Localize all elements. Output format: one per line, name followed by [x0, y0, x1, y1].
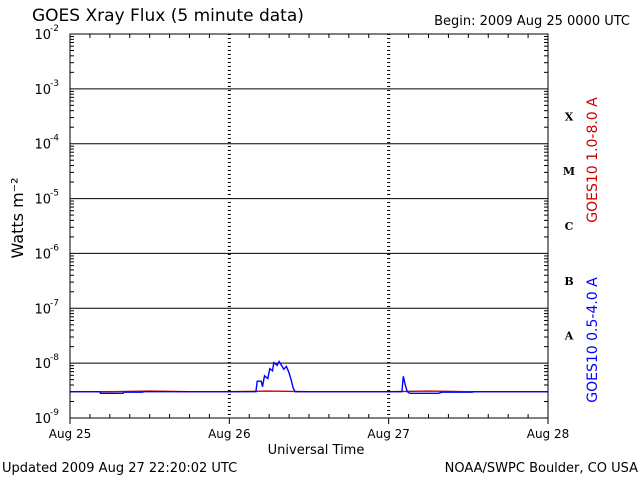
y-tick-label: 10 -4 — [34, 134, 59, 153]
x-tick-label: Aug 25 — [49, 427, 92, 441]
y-tick-base: 10 — [34, 412, 51, 427]
y-tick-base: 10 — [34, 28, 51, 43]
y-tick-label: 10 -2 — [34, 24, 59, 43]
y-tick-label: 10 -3 — [34, 79, 59, 98]
grid-layer — [70, 34, 548, 418]
x-tick-label: Aug 28 — [527, 427, 570, 441]
y-tick-label: 10 -7 — [34, 298, 59, 317]
y-tick-exponent: -2 — [50, 24, 59, 34]
y-tick-exponent: -6 — [50, 243, 59, 253]
y-tick-base: 10 — [34, 247, 51, 262]
y-tick-base: 10 — [34, 302, 51, 317]
flare-class-b: B — [564, 275, 573, 288]
x-tick-label: Aug 27 — [367, 427, 410, 441]
legend-long-channel: GOES10 1.0-8.0 A — [585, 97, 601, 223]
begin-time-label: Begin: 2009 Aug 25 0000 UTC — [434, 14, 630, 29]
y-tick-base: 10 — [34, 83, 51, 98]
y-tick-label: 10 -8 — [34, 353, 59, 372]
y-tick-base: 10 — [34, 193, 51, 208]
y-tick-exponent: -8 — [50, 353, 59, 363]
flare-class-a: A — [564, 330, 574, 343]
y-tick-base: 10 — [34, 138, 51, 153]
flare-class-c: C — [565, 220, 574, 233]
updated-timestamp: Updated 2009 Aug 27 22:20:02 UTC — [2, 461, 238, 476]
plot-frame — [69, 33, 549, 419]
y-tick-exponent: -9 — [50, 408, 59, 418]
series-layer — [70, 360, 548, 394]
y-axis-label: Watts m⁻² — [8, 177, 27, 258]
x-axis-label: Universal Time — [268, 443, 365, 458]
y-tick-label: 10 -9 — [34, 408, 59, 427]
legend-short-channel: GOES10 0.5-4.0 A — [585, 277, 601, 403]
series-line-1 — [70, 360, 548, 394]
y-tick-exponent: -3 — [50, 79, 59, 89]
y-tick-exponent: -5 — [50, 189, 59, 199]
y-tick-exponent: -4 — [50, 134, 59, 144]
y-tick-label: 10 -6 — [34, 243, 59, 262]
y-tick-exponent: -7 — [50, 298, 59, 308]
label-layer: Aug 25 Aug 26 Aug 27 Aug 2810-910-810-710-6… — [34, 24, 575, 441]
x-tick-label: Aug 26 — [208, 427, 251, 441]
tick-layer — [69, 34, 549, 424]
y-tick-label: 10 -5 — [34, 189, 59, 208]
credit-label: NOAA/SWPC Boulder, CO USA — [444, 461, 638, 476]
flare-class-m: M — [563, 165, 575, 178]
y-tick-base: 10 — [34, 357, 51, 372]
flare-class-x: X — [565, 110, 574, 123]
chart-title: GOES Xray Flux (5 minute data) — [32, 6, 304, 26]
